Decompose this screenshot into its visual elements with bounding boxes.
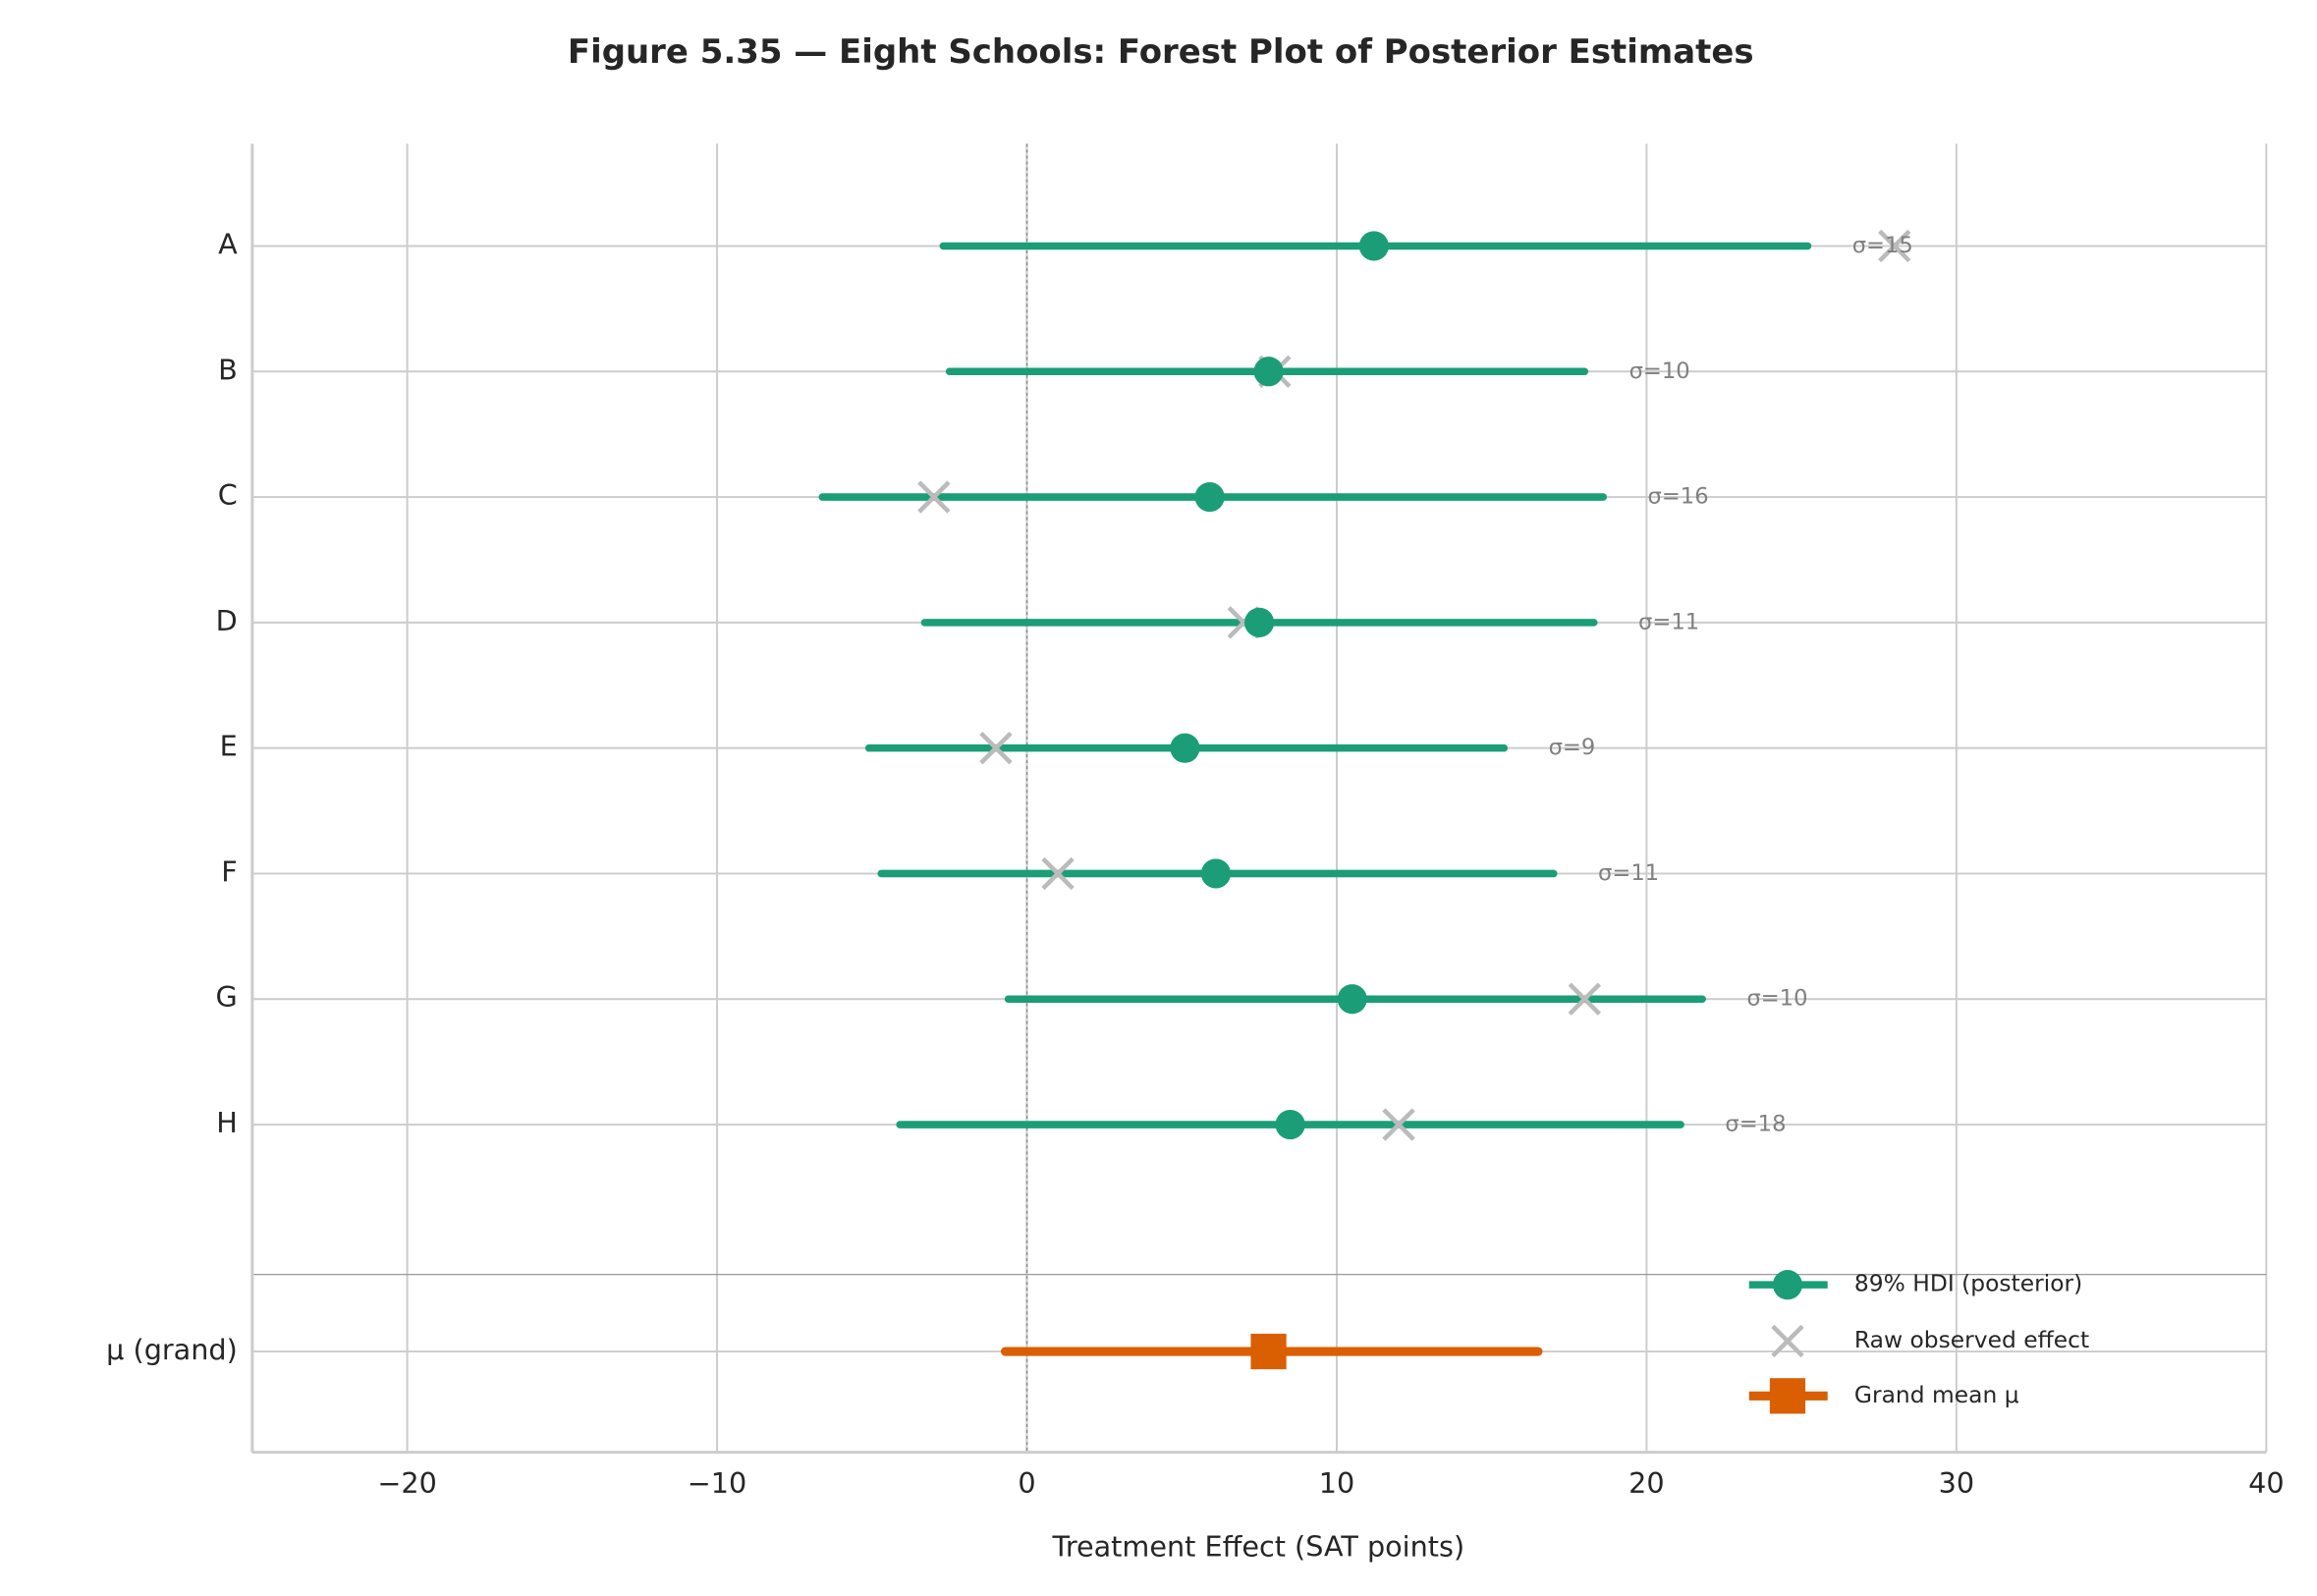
legend-label: Raw observed effect — [1854, 1326, 2089, 1353]
chart-title: Figure 5.35 — Eight Schools: Forest Plot… — [568, 32, 1754, 72]
x-tick-label: 0 — [1018, 1466, 1035, 1500]
posterior-mean — [1194, 481, 1225, 513]
raw-marker — [1568, 982, 1602, 1016]
x-axis-label: Treatment Effect (SAT points) — [1052, 1530, 1465, 1564]
sigma-label: σ=10 — [1629, 358, 1690, 384]
legend-swatch — [1771, 1324, 1804, 1358]
legend-swatch — [1772, 1270, 1803, 1300]
posterior-mean — [1253, 357, 1284, 387]
sigma-label: σ=9 — [1549, 735, 1596, 760]
legend-swatch — [1769, 1378, 1806, 1414]
sigma-label: σ=10 — [1746, 986, 1807, 1012]
raw-marker — [1382, 1108, 1415, 1141]
y-tick-label: G — [216, 980, 238, 1014]
y-tick-label: C — [218, 478, 238, 512]
legend-label: Grand mean μ — [1854, 1381, 2019, 1408]
raw-marker — [1878, 229, 1911, 263]
x-tick-label: −20 — [377, 1466, 436, 1500]
x-tick-label: 30 — [1939, 1466, 1974, 1500]
y-tick-label: D — [216, 604, 238, 637]
posterior-mean — [1337, 984, 1367, 1015]
posterior-mean — [1244, 607, 1275, 637]
raw-marker — [1041, 856, 1075, 891]
raw-marker — [917, 480, 951, 514]
x-tick-label: −10 — [688, 1466, 746, 1500]
posterior-mean — [1170, 733, 1200, 763]
grand-mean — [1250, 1333, 1287, 1370]
sigma-label: σ=11 — [1638, 609, 1699, 634]
sigma-label: σ=15 — [1852, 233, 1913, 258]
y-tick-label: A — [218, 227, 238, 260]
legend-label: 89% HDI (posterior) — [1854, 1270, 2082, 1297]
y-tick-label: E — [220, 730, 238, 763]
y-tick-label: H — [216, 1106, 238, 1139]
raw-marker — [979, 731, 1013, 765]
y-tick-label: F — [221, 854, 237, 888]
posterior-mean — [1358, 231, 1389, 261]
y-tick-label: μ (grand) — [106, 1333, 238, 1366]
sigma-label: σ=16 — [1648, 484, 1709, 510]
posterior-mean — [1200, 858, 1232, 889]
sigma-label: σ=11 — [1598, 860, 1659, 886]
y-tick-label: B — [218, 353, 238, 386]
x-tick-label: 40 — [2248, 1466, 2284, 1500]
sigma-label: σ=18 — [1725, 1112, 1786, 1137]
x-tick-label: 20 — [1628, 1466, 1664, 1500]
posterior-mean — [1275, 1109, 1305, 1140]
x-tick-label: 10 — [1319, 1466, 1354, 1500]
